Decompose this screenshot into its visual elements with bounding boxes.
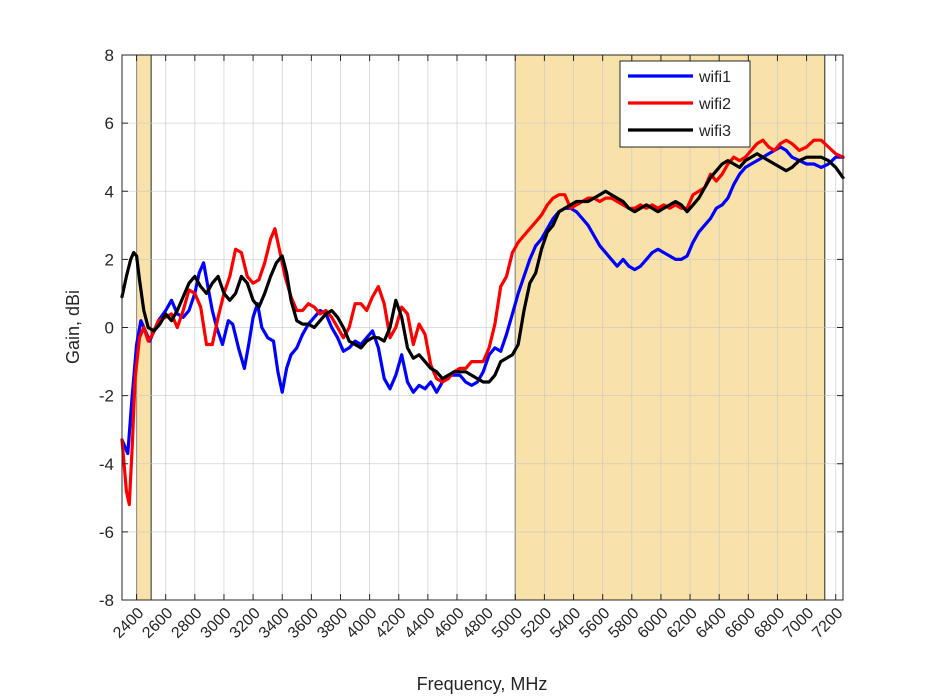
x-tick-label: 6600: [722, 605, 759, 642]
x-tick-label: 2800: [168, 605, 205, 642]
y-tick-label: -6: [99, 523, 114, 542]
x-tick-label: 3200: [227, 605, 264, 642]
x-tick-label: 6800: [751, 605, 788, 642]
y-tick-label: -2: [99, 387, 114, 406]
x-tick-label: 3400: [256, 605, 293, 642]
x-tick-label: 4000: [343, 605, 380, 642]
x-tick-label: 4400: [402, 605, 439, 642]
x-tick-label: 5800: [605, 605, 642, 642]
legend-label-wifi2: wifi2: [698, 96, 731, 113]
y-tick-label: 2: [105, 250, 114, 269]
x-tick-label: 5600: [576, 605, 613, 642]
x-tick-label: 5000: [489, 605, 526, 642]
x-tick-label: 3600: [285, 605, 322, 642]
y-tick-label: -4: [99, 455, 114, 474]
x-tick-label: 4200: [372, 605, 409, 642]
x-tick-label: 7000: [780, 605, 817, 642]
x-tick-label: 3000: [198, 605, 235, 642]
x-tick-label: 5200: [518, 605, 555, 642]
y-tick-label: -8: [99, 591, 114, 610]
y-tick-label: 0: [105, 319, 114, 338]
legend-label-wifi1: wifi1: [698, 69, 731, 86]
x-tick-label: 6400: [693, 605, 730, 642]
y-tick-label: 8: [105, 46, 114, 65]
x-tick-label: 6200: [664, 605, 701, 642]
x-tick-label: 2600: [139, 605, 176, 642]
x-tick-label: 4600: [431, 605, 468, 642]
x-tick-label: 2400: [110, 605, 147, 642]
x-tick-label: 4800: [460, 605, 497, 642]
x-tick-label: 7200: [809, 605, 846, 642]
x-tick-label: 6000: [635, 605, 672, 642]
x-tick-label: 5400: [547, 605, 584, 642]
x-tick-label: 3800: [314, 605, 351, 642]
x-axis-label: Frequency, MHz: [417, 674, 548, 694]
legend: wifi1 wifi2 wifi3: [620, 61, 750, 147]
y-tick-label: 6: [105, 114, 114, 133]
y-axis-label: Gain, dBi: [63, 290, 83, 364]
legend-label-wifi3: wifi3: [698, 123, 731, 140]
y-tick-label: 4: [105, 182, 114, 201]
